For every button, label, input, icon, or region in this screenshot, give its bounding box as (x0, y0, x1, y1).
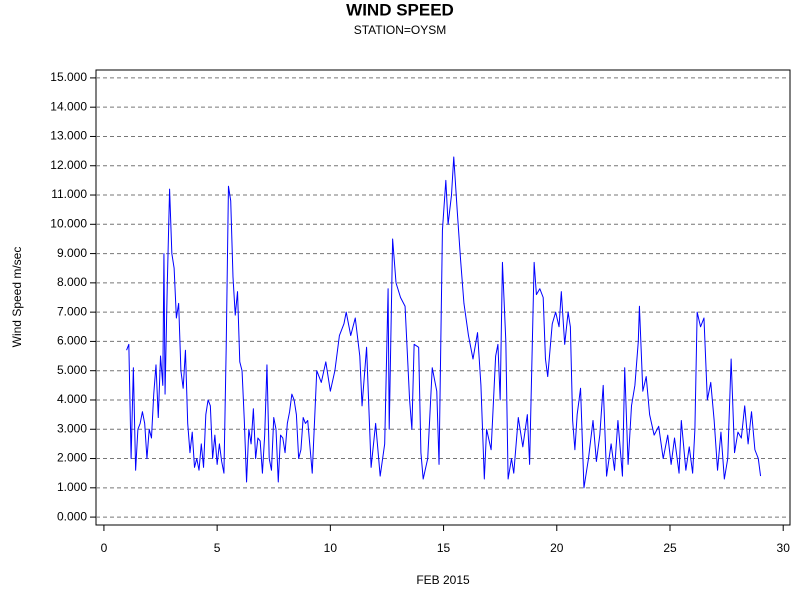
x-tick-label: 25 (663, 541, 677, 555)
x-tick-label: 0 (101, 541, 108, 555)
y-tick-label: 13.000 (50, 129, 87, 143)
y-tick-label: 5.000 (57, 363, 87, 377)
x-tick-label: 30 (777, 541, 791, 555)
y-tick-label: 15.000 (50, 70, 87, 84)
y-tick-label: 6.000 (57, 334, 87, 348)
y-tick-label: 0.000 (57, 509, 87, 523)
y-tick-label: 14.000 (50, 99, 87, 113)
y-tick-label: 9.000 (57, 246, 87, 260)
x-tick-label: 15 (437, 541, 451, 555)
x-tick-label: 5 (214, 541, 221, 555)
y-tick-label: 7.000 (57, 304, 87, 318)
y-tick-label: 12.000 (50, 158, 87, 172)
y-tick-label: 1.000 (57, 480, 87, 494)
y-tick-label: 3.000 (57, 421, 87, 435)
x-tick-label: 10 (324, 541, 338, 555)
chart-subtitle: STATION=OYSM (354, 23, 447, 37)
data-line (126, 156, 762, 489)
y-tick-label: 8.000 (57, 275, 87, 289)
y-tick-label: 10.000 (50, 216, 87, 230)
chart-title: WIND SPEED (346, 0, 454, 19)
y-tick-label: 4.000 (57, 392, 87, 406)
plot-frame (95, 69, 791, 526)
y-axis-label: Wind Speed m/sec (10, 247, 24, 348)
x-axis-label: FEB 2015 (416, 573, 470, 587)
y-tick-label: 2.000 (57, 451, 87, 465)
x-tick-label: 20 (550, 541, 564, 555)
y-tick-label: 11.000 (51, 187, 87, 201)
